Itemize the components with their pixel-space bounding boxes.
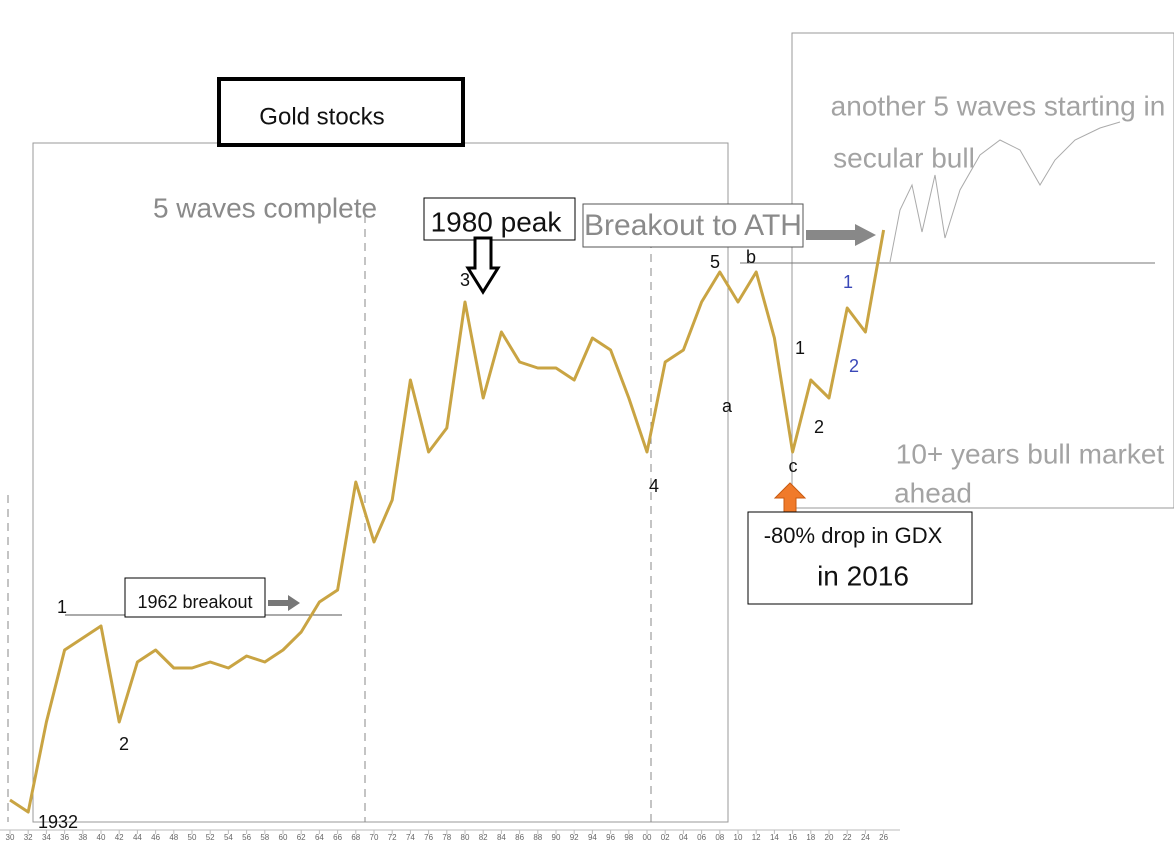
annotation: -80% drop in GDX — [764, 523, 943, 548]
projection — [889, 121, 1121, 263]
annotation-box — [747, 511, 973, 605]
x-tick-label: 90 — [552, 833, 561, 842]
annotation: ahead — [894, 477, 972, 508]
x-tick-label: 20 — [825, 833, 834, 842]
x-tick-label: 10 — [734, 833, 743, 842]
annotation: Breakout to ATH — [584, 209, 802, 242]
arrow — [465, 236, 501, 295]
wave-label: 5 — [710, 252, 720, 272]
annotation: 5 waves complete — [153, 192, 377, 223]
x-tick-label: 74 — [406, 833, 415, 842]
x-tick-label: 76 — [424, 833, 433, 842]
x-tick-label: 94 — [588, 833, 597, 842]
x-tick-label: 86 — [515, 833, 524, 842]
x-tick-label: 32 — [24, 833, 33, 842]
x-tick-label: 44 — [133, 833, 142, 842]
wave-label: 2 — [119, 734, 129, 754]
arrow — [806, 224, 876, 246]
wave-label: b — [746, 247, 756, 267]
annotation: 1962 breakout — [137, 592, 252, 612]
x-tick-label: 26 — [879, 833, 888, 842]
frame — [791, 32, 1174, 509]
arrow — [268, 595, 300, 611]
wave-label: 2 — [814, 417, 824, 437]
annotation: 10+ years bull market — [896, 438, 1165, 469]
x-tick-label: 88 — [533, 833, 542, 842]
price-line — [9, 229, 886, 814]
x-tick-label: 80 — [461, 833, 470, 842]
x-tick-label: 18 — [806, 833, 815, 842]
wave-label: 3 — [460, 270, 470, 290]
x-tick-label: 06 — [697, 833, 706, 842]
x-tick-label: 38 — [78, 833, 87, 842]
x-tick-label: 12 — [752, 833, 761, 842]
wave-label: 1 — [843, 272, 853, 292]
annotation: in 2016 — [817, 560, 909, 591]
x-tick-label: 08 — [715, 833, 724, 842]
x-tick-label: 60 — [279, 833, 288, 842]
x-tick-label: 98 — [624, 833, 633, 842]
wave-label: a — [722, 396, 733, 416]
x-tick-label: 42 — [115, 833, 124, 842]
x-tick-label: 16 — [788, 833, 797, 842]
x-tick-label: 02 — [661, 833, 670, 842]
x-tick-label: 58 — [260, 833, 269, 842]
annotation: secular bull — [833, 142, 975, 173]
annotation-box — [423, 197, 576, 241]
x-tick-label: 84 — [497, 833, 506, 842]
chart-title: Gold stocks — [259, 103, 384, 130]
x-tick-label: 56 — [242, 833, 251, 842]
wave-label: 4 — [649, 476, 659, 496]
x-tick-label: 36 — [60, 833, 69, 842]
x-tick-label: 04 — [679, 833, 688, 842]
x-tick-label: 62 — [297, 833, 306, 842]
x-tick-label: 52 — [206, 833, 215, 842]
x-tick-label: 48 — [169, 833, 178, 842]
x-tick-label: 00 — [643, 833, 652, 842]
x-tick-label: 30 — [6, 833, 15, 842]
annotation-box — [582, 203, 804, 248]
x-tick-label: 66 — [333, 833, 342, 842]
annotation: 1980 peak — [431, 206, 563, 237]
x-tick-label: 78 — [442, 833, 451, 842]
x-tick-label: 68 — [351, 833, 360, 842]
wave-label: 1 — [57, 597, 67, 617]
x-tick-label: 96 — [606, 833, 615, 842]
x-tick-label: 70 — [370, 833, 379, 842]
annotation: 1932 — [38, 812, 78, 832]
annotation-box — [124, 577, 266, 618]
x-tick-label: 54 — [224, 833, 233, 842]
wave-label: c — [789, 456, 798, 476]
x-tick-label: 40 — [97, 833, 106, 842]
x-tick-label: 92 — [570, 833, 579, 842]
x-tick-label: 72 — [388, 833, 397, 842]
x-tick-label: 14 — [770, 833, 779, 842]
x-tick-label: 22 — [843, 833, 852, 842]
wave-label: 2 — [849, 356, 859, 376]
x-tick-label: 82 — [479, 833, 488, 842]
x-tick-label: 50 — [188, 833, 197, 842]
wave-label: 1 — [795, 338, 805, 358]
arrow — [773, 482, 807, 513]
x-tick-label: 46 — [151, 833, 160, 842]
x-tick-label: 34 — [42, 833, 51, 842]
x-tick-label: 24 — [861, 833, 870, 842]
title-box — [217, 77, 465, 147]
annotation: another 5 waves starting in — [831, 90, 1166, 121]
x-tick-label: 64 — [315, 833, 324, 842]
